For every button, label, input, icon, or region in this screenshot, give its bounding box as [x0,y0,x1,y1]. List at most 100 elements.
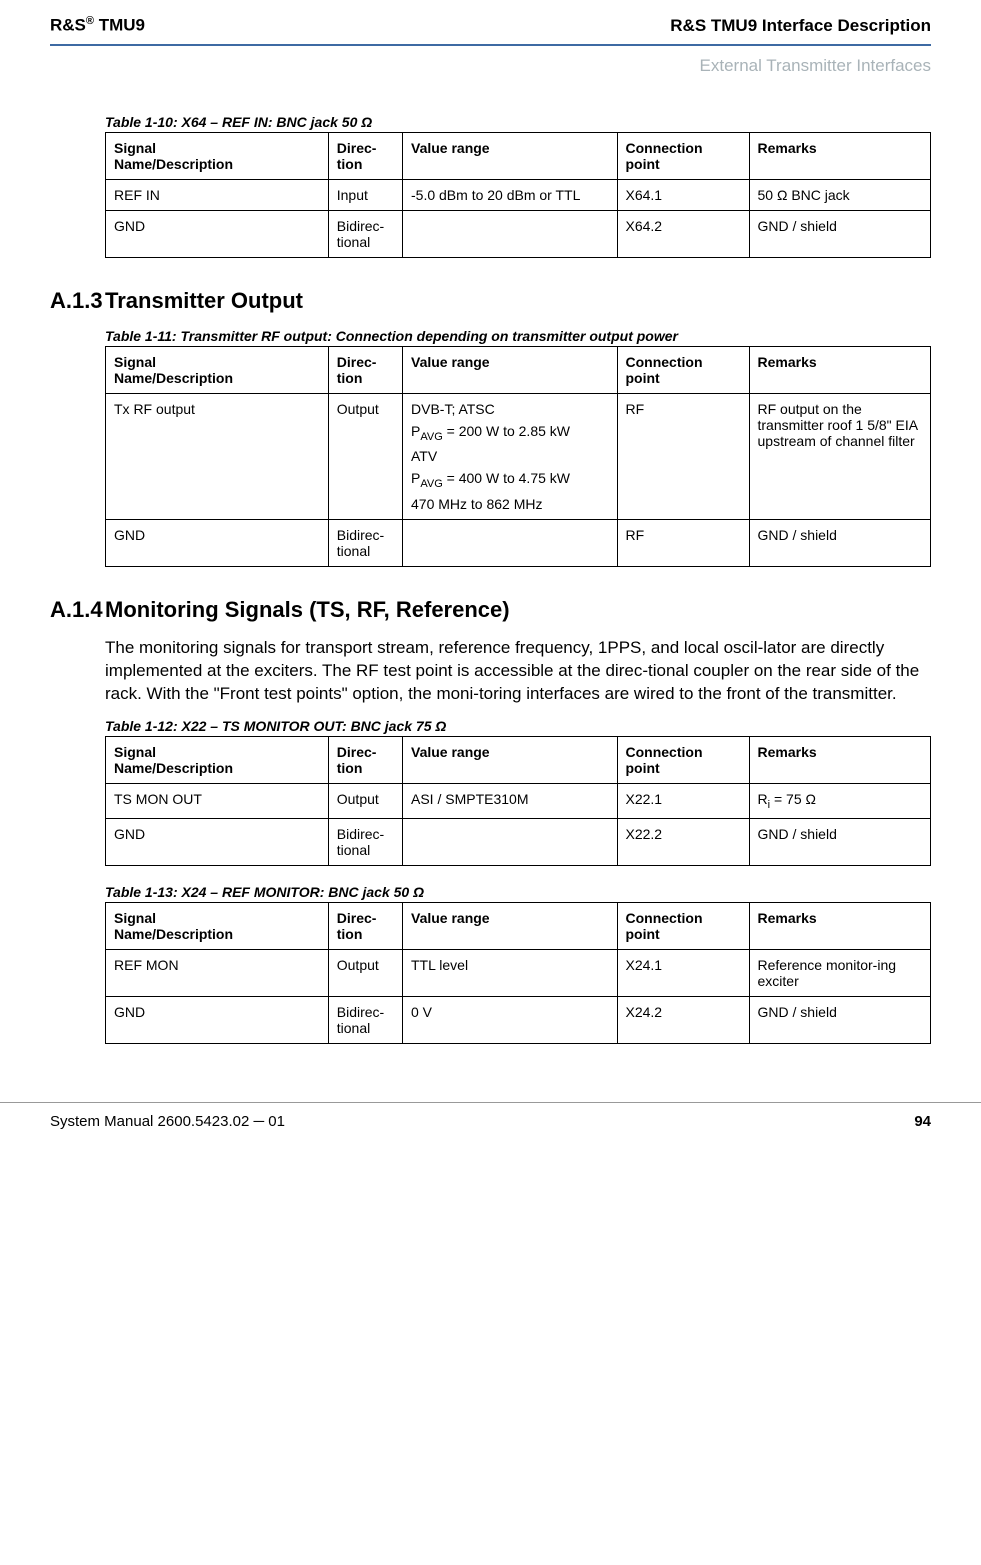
value-line: PAVG = 400 W to 4.75 kW [411,470,609,490]
cell [403,210,618,257]
col-name-desc: Name/Description [114,760,320,776]
p-prefix: P [411,423,420,439]
table-row: Tx RF output Output DVB-T; ATSC PAVG = 2… [106,393,931,520]
col-name-desc: Name/Description [114,926,320,942]
cell: GND / shield [749,520,931,567]
col-connection-point: Connection point [617,132,749,179]
cell: GND [106,210,329,257]
table-1-11: SignalName/Description Direc-tion Value … [105,346,931,568]
section-a14-para: The monitoring signals for transport str… [105,637,931,706]
col-connection-point: Connection point [617,346,749,393]
p-suffix: = 400 W to 4.75 kW [443,470,570,486]
col-value-range: Value range [403,737,618,784]
table-header-row: SignalName/Description Direc-tion Value … [106,902,931,949]
cell: Output [328,393,402,520]
cell: Bidirec-tional [328,520,402,567]
col-direction: Direc-tion [328,737,402,784]
col-signal: Signal [114,354,320,370]
p-sub: AVG [420,430,442,442]
section-title: Transmitter Output [105,288,303,313]
cell: RF [617,520,749,567]
brand-prefix: R&S [50,16,86,35]
table-row: TS MON OUT Output ASI / SMPTE310M X22.1 … [106,784,931,819]
col-connection-point: Connection point [617,737,749,784]
value-line: ATV [411,448,609,464]
table-row: GND Bidirec-tional X22.2 GND / shield [106,818,931,865]
cell: X22.2 [617,818,749,865]
page-number: 94 [914,1113,931,1130]
page-subhead: External Transmitter Interfaces [50,46,931,106]
brand-suffix: TMU9 [94,16,145,35]
cell: Input [328,179,402,210]
table-1-12-caption: Table 1-12: X22 – TS MONITOR OUT: BNC ja… [105,718,931,734]
col-name-desc: Name/Description [114,156,320,172]
cell: Reference monitor-ing exciter [749,949,931,996]
cell: X22.1 [617,784,749,819]
table-row: GND Bidirec-tional 0 V X24.2 GND / shiel… [106,996,931,1043]
table-row: GND Bidirec-tional X64.2 GND / shield [106,210,931,257]
table-1-13-caption: Table 1-13: X24 – REF MONITOR: BNC jack … [105,884,931,900]
col-signal: Signal [114,910,320,926]
value-line: DVB-T; ATSC [411,401,609,417]
col-value-range: Value range [403,346,618,393]
col-direction: Direc-tion [328,132,402,179]
table-row: REF MON Output TTL level X24.1 Reference… [106,949,931,996]
cell [403,520,618,567]
cell: TTL level [403,949,618,996]
cell: Bidirec-tional [328,818,402,865]
cell: GND [106,520,329,567]
cell: Bidirec-tional [328,996,402,1043]
cell: Output [328,784,402,819]
col-remarks: Remarks [749,902,931,949]
col-connection-point: Connection point [617,902,749,949]
cell: GND [106,996,329,1043]
cell: -5.0 dBm to 20 dBm or TTL [403,179,618,210]
col-signal: Signal [114,744,320,760]
section-number: A.1.3 [50,288,105,314]
col-name-desc: Name/Description [114,370,320,386]
value-line: PAVG = 200 W to 2.85 kW [411,423,609,443]
cell: 0 V [403,996,618,1043]
cell: Tx RF output [106,393,329,520]
cell: X64.2 [617,210,749,257]
col-value-range: Value range [403,132,618,179]
cell: X24.2 [617,996,749,1043]
section-a14-heading: A.1.4Monitoring Signals (TS, RF, Referen… [50,597,931,623]
col-remarks: Remarks [749,132,931,179]
cell: TS MON OUT [106,784,329,819]
cell: REF MON [106,949,329,996]
brand-sup: ® [86,15,94,27]
cell: GND [106,818,329,865]
table-1-10-caption: Table 1-10: X64 – REF IN: BNC jack 50 Ω [105,114,931,130]
cell: GND / shield [749,210,931,257]
cell: REF IN [106,179,329,210]
cell: Output [328,949,402,996]
section-a13-heading: A.1.3Transmitter Output [50,288,931,314]
cell: ASI / SMPTE310M [403,784,618,819]
col-signal: Signal [114,140,320,156]
section-title: Monitoring Signals (TS, RF, Reference) [105,597,510,622]
section-number: A.1.4 [50,597,105,623]
table-header-row: SignalName/Description Direc-tion Value … [106,346,931,393]
cell: Bidirec-tional [328,210,402,257]
table-1-10: SignalName/Description Direc-tion Value … [105,132,931,258]
table-header-row: SignalName/Description Direc-tion Value … [106,132,931,179]
cell: RF output on the transmitter roof 1 5/8"… [749,393,931,520]
r-suffix: = 75 Ω [770,791,816,807]
table-1-12: SignalName/Description Direc-tion Value … [105,736,931,866]
table-1-11-caption: Table 1-11: Transmitter RF output: Conne… [105,328,931,344]
cell: Ri = 75 Ω [749,784,931,819]
cell: 50 Ω BNC jack [749,179,931,210]
p-sub: AVG [420,478,442,490]
cell: DVB-T; ATSC PAVG = 200 W to 2.85 kW ATV … [403,393,618,520]
cell: RF [617,393,749,520]
col-direction: Direc-tion [328,902,402,949]
brand: R&S® TMU9 [50,15,145,36]
table-header-row: SignalName/Description Direc-tion Value … [106,737,931,784]
value-line: 470 MHz to 862 MHz [411,496,609,512]
col-remarks: Remarks [749,346,931,393]
cell: X64.1 [617,179,749,210]
col-remarks: Remarks [749,737,931,784]
table-row: REF IN Input -5.0 dBm to 20 dBm or TTL X… [106,179,931,210]
r-prefix: R [758,791,768,807]
